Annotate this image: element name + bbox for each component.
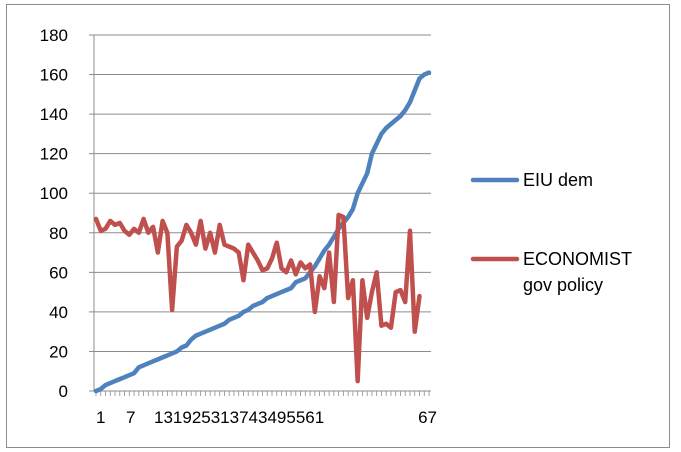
y-tick-label: 160 — [40, 66, 68, 85]
series-lines — [93, 70, 432, 394]
chart-frame: 0 20 40 60 80 100 120 140 160 180 1 7 13192531374349… — [6, 4, 670, 448]
series-line-eiu-dem — [93, 70, 432, 394]
series-line-economist-gov-policy — [93, 212, 422, 384]
y-tick-label: 140 — [40, 105, 68, 124]
y-tick-label: 60 — [49, 263, 68, 282]
y-tick-label: 80 — [49, 224, 68, 243]
y-tick-label: 40 — [49, 303, 68, 322]
y-tick-label: 120 — [40, 145, 68, 164]
legend-label: EIU dem — [523, 170, 593, 190]
y-tick-label: 20 — [49, 342, 68, 361]
x-tick-label: 7 — [126, 408, 135, 427]
legend-label: ECONOMIST gov policy — [523, 249, 632, 295]
y-tick-label: 0 — [59, 382, 68, 401]
x-tick-label: 131925313743495561 — [154, 408, 324, 427]
axes: 0 20 40 60 80 100 120 140 160 180 1 7 13192531374349… — [40, 26, 437, 427]
x-tick-label: 67 — [418, 408, 437, 427]
y-tick-label: 180 — [40, 26, 68, 45]
legend: EIU dem ECONOMIST gov policy — [470, 170, 632, 295]
line-chart: 0 20 40 60 80 100 120 140 160 180 1 7 13192531374349… — [40, 26, 632, 427]
y-tick-label: 100 — [40, 184, 68, 203]
x-tick-label: 1 — [96, 408, 105, 427]
